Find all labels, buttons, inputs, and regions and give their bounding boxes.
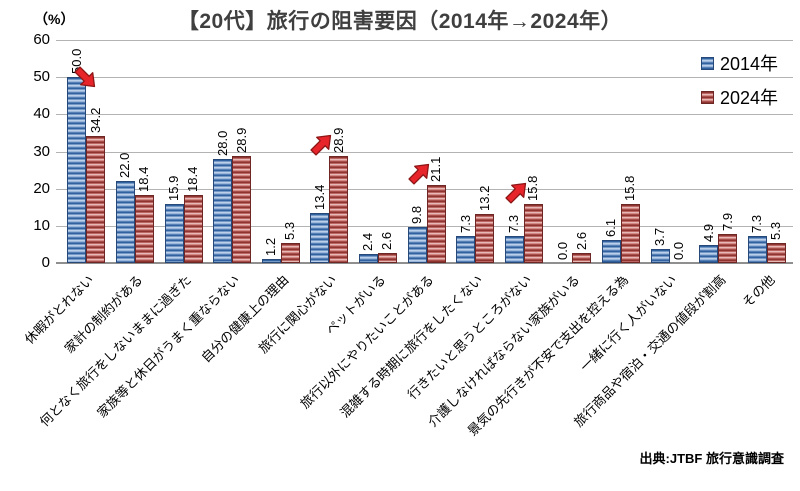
legend-swatch	[701, 56, 714, 70]
bar-2024年	[280, 243, 300, 263]
gridline	[56, 188, 793, 190]
bar-2024年	[232, 155, 252, 263]
chart-title: 【20代】旅行の阻害要因（2014年→2024年）	[177, 10, 623, 33]
bar-2024年	[572, 253, 592, 263]
bar-2024年	[134, 194, 154, 263]
bar-2024年	[523, 204, 543, 263]
value-label: 7.3	[749, 214, 765, 233]
bar-2014年	[115, 181, 135, 263]
category-label: 一緒に行く人がいない	[577, 272, 681, 375]
legend-swatch	[701, 90, 714, 104]
bar-2014年	[310, 213, 330, 263]
value-label: 5.3	[282, 222, 298, 241]
value-label: 34.2	[87, 107, 103, 133]
bar-2014年	[67, 77, 87, 263]
bar-2014年	[358, 254, 378, 263]
gridline	[56, 151, 793, 153]
bar-2014年	[650, 249, 670, 263]
bar-2014年	[456, 235, 476, 263]
value-label: 7.3	[457, 214, 473, 233]
trend-arrow-up-icon	[505, 183, 526, 204]
gridline	[56, 114, 793, 116]
bar-2014年	[601, 240, 621, 263]
bar-2014年	[213, 158, 233, 263]
value-label: 15.8	[622, 175, 638, 202]
y-tick-label: 30	[33, 142, 50, 160]
bar-2014年	[261, 258, 281, 263]
value-label: 6.1	[603, 219, 619, 238]
y-tick-label: 0	[41, 254, 50, 271]
bar-2024年	[766, 243, 786, 263]
y-tick-label: 50	[33, 68, 50, 86]
value-label: 2.4	[360, 233, 376, 252]
bar-2014年	[164, 203, 184, 263]
legend-item-2014年: 2014年	[701, 50, 778, 76]
y-tick-label: 10	[33, 216, 50, 234]
value-label: 2.6	[379, 232, 395, 251]
bar-2024年	[86, 135, 106, 263]
value-label: 2.6	[573, 232, 589, 251]
y-tick-label: 60	[33, 31, 50, 48]
bar-2024年	[426, 184, 446, 263]
bar-2024年	[329, 155, 349, 263]
value-label: 4.9	[700, 223, 716, 242]
x-axis-line	[56, 262, 793, 264]
gridline	[56, 77, 793, 79]
category-label: 自分の健康上の理由	[197, 272, 292, 366]
value-label: 7.3	[506, 214, 522, 233]
value-label: 0.0	[671, 241, 686, 260]
gridline	[56, 40, 793, 41]
y-tick-label: 40	[33, 105, 50, 123]
y-axis-unit-label: （%）	[34, 11, 75, 27]
value-label: 3.7	[652, 228, 667, 247]
source-note: 出典:JTBF 旅行意識調査	[639, 451, 784, 466]
value-label: 1.2	[263, 237, 279, 256]
legend-label: 2024年	[720, 88, 779, 108]
category-label: その他	[739, 272, 778, 311]
value-label: 13.4	[311, 184, 327, 211]
value-label: 7.9	[719, 212, 735, 231]
value-label: 18.4	[185, 166, 200, 192]
legend-label: 2014年	[720, 54, 779, 74]
bar-2024年	[475, 213, 495, 263]
y-tick-label: 20	[33, 179, 50, 197]
bar-2014年	[407, 226, 427, 263]
bar-2014年	[747, 235, 767, 263]
bar-2024年	[183, 194, 203, 263]
value-label: 28.9	[233, 127, 249, 153]
bar-2024年	[377, 253, 397, 263]
bar-2024年	[718, 233, 738, 263]
value-label: 15.9	[166, 175, 181, 201]
trend-arrow-up-icon	[407, 163, 429, 185]
legend-item-2024年: 2024年	[701, 84, 778, 110]
trend-arrow-down-icon	[74, 66, 96, 88]
value-label: 13.2	[476, 185, 492, 211]
value-label: 22.0	[117, 152, 133, 179]
gridline	[56, 225, 793, 227]
value-label: 0.0	[554, 241, 570, 260]
bar-2024年	[620, 204, 640, 263]
trend-arrow-up-icon	[310, 134, 332, 156]
bar-2014年	[504, 235, 524, 263]
value-label: 28.0	[214, 130, 230, 156]
value-label: 9.8	[409, 205, 424, 224]
bar-2014年	[699, 244, 719, 263]
value-label: 18.4	[136, 166, 152, 192]
value-label: 5.3	[768, 222, 784, 241]
